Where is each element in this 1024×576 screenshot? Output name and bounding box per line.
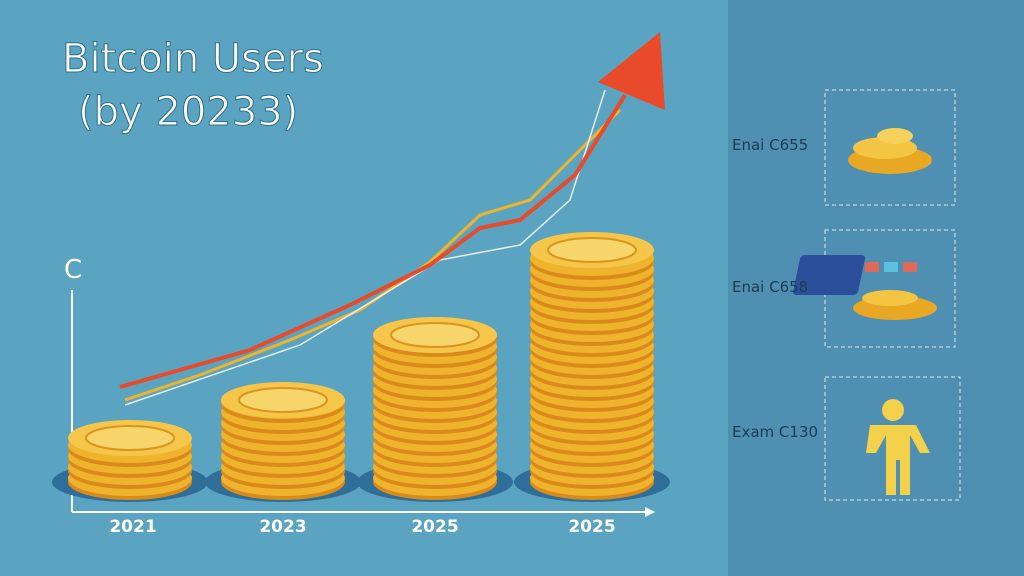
panel-label: Enai C658 (732, 278, 808, 296)
panel-label: Enai C655 (732, 136, 808, 154)
side-panel (728, 0, 1024, 576)
person-icon (866, 399, 930, 495)
tablet-coins-icon (793, 255, 937, 320)
axis-label: C (64, 255, 82, 285)
panel-box (824, 376, 961, 501)
title: Bitcoin Users (62, 36, 324, 82)
trend-line-white (124, 89, 606, 406)
coin-pile-icon (848, 128, 932, 174)
trend-line-red (119, 93, 627, 389)
x-label: 2025 (568, 517, 615, 537)
trend-arrow (598, 32, 665, 110)
axis-arrow (645, 507, 655, 517)
coin (85, 425, 175, 451)
coin (390, 322, 480, 348)
coin (238, 387, 328, 413)
panel-box (824, 89, 956, 206)
coin (547, 237, 637, 263)
x-label: 2023 (259, 517, 306, 537)
coin-stacks (52, 232, 670, 502)
x-label: 2025 (411, 517, 458, 537)
x-label: 2021 (109, 517, 156, 537)
subtitle: (by 20233) (78, 89, 298, 135)
panel-label: Exam C130 (732, 423, 818, 441)
trend-line-yellow (124, 108, 622, 402)
